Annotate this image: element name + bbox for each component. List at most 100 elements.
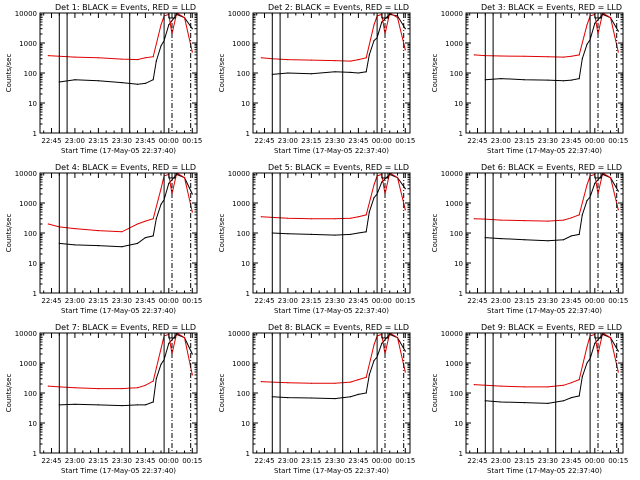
y-tick-label: 1 xyxy=(246,130,250,138)
data-point xyxy=(121,58,123,60)
x-axis-label: Start Time (17-May-05 22:37:40) xyxy=(487,307,602,315)
y-tick-label: 100 xyxy=(24,390,37,398)
x-axis-label: Start Time (17-May-05 22:37:40) xyxy=(274,147,389,155)
data-point xyxy=(334,218,336,220)
x-tick-label: 00:00 xyxy=(585,137,605,145)
data-point xyxy=(404,28,406,30)
data-point xyxy=(121,405,123,407)
data-point xyxy=(617,371,619,373)
data-point xyxy=(334,71,336,73)
data-point xyxy=(523,220,526,222)
x-tick-label: 00:15 xyxy=(395,297,415,305)
data-point xyxy=(160,363,162,365)
y-tick-label: 10000 xyxy=(441,330,463,338)
data-point xyxy=(357,232,359,234)
y-axis-label: Counts/sec xyxy=(431,374,439,413)
data-point xyxy=(570,217,573,219)
x-tick-label: 00:00 xyxy=(159,297,179,305)
x-tick-label: 00:00 xyxy=(585,457,605,465)
chart-panel-2: 1 10 100 1000 10000 22:45 23:00 23:15 23:30 23:45… xyxy=(218,3,415,155)
data-point xyxy=(365,231,367,233)
x-tick-label: 22:45 xyxy=(41,297,61,305)
x-tick-label: 22:45 xyxy=(41,137,61,145)
data-point xyxy=(365,392,367,394)
data-point xyxy=(334,382,336,384)
data-point xyxy=(310,382,312,384)
chart-panel-7: 1 10 100 1000 10000 22:45 23:00 23:15 23:30 23:45… xyxy=(5,323,202,475)
data-point xyxy=(136,83,139,85)
x-tick-label: 23:00 xyxy=(491,457,511,465)
lld-series-line xyxy=(474,13,619,58)
x-tick-label: 23:30 xyxy=(325,297,345,305)
x-tick-label: 23:30 xyxy=(325,457,345,465)
x-tick-label: 23:30 xyxy=(538,457,558,465)
data-point xyxy=(368,211,370,213)
chart-title: Det 4: BLACK = Events, RED = LLD xyxy=(55,163,196,172)
data-point xyxy=(547,79,549,81)
x-tick-label: 23:15 xyxy=(88,457,108,465)
chart-panel-6: 1 10 100 1000 10000 22:45 23:00 23:15 23:30 23:45… xyxy=(431,163,628,315)
data-point xyxy=(523,402,526,404)
data-point xyxy=(404,49,406,51)
plot-frame xyxy=(465,172,624,294)
x-tick-label: 00:00 xyxy=(159,457,179,465)
chart-title: Det 8: BLACK = Events, RED = LLD xyxy=(268,323,409,332)
x-tick-label: 23:15 xyxy=(88,297,108,305)
y-tick-label: 10 xyxy=(28,420,37,428)
plot-frame xyxy=(465,12,624,134)
data-point xyxy=(500,78,502,80)
data-point xyxy=(287,382,289,384)
data-point xyxy=(570,382,573,384)
data-point xyxy=(74,387,76,389)
data-point xyxy=(578,214,580,216)
data-point xyxy=(160,24,162,26)
data-point xyxy=(349,217,352,219)
data-point xyxy=(570,55,573,57)
y-tick-label: 10000 xyxy=(441,170,463,178)
data-point xyxy=(144,237,146,239)
y-tick-label: 1000 xyxy=(445,40,463,48)
data-point xyxy=(617,51,619,53)
y-tick-label: 10000 xyxy=(15,10,37,18)
x-tick-label: 23:45 xyxy=(348,297,368,305)
data-point xyxy=(121,388,123,390)
data-point xyxy=(586,24,588,26)
data-point xyxy=(500,219,502,221)
x-tick-label: 23:30 xyxy=(538,297,558,305)
data-point xyxy=(310,59,312,61)
x-tick-label: 23:15 xyxy=(514,137,534,145)
data-point xyxy=(500,238,502,240)
data-point xyxy=(183,17,186,19)
x-tick-label: 00:15 xyxy=(182,457,202,465)
y-tick-label: 1 xyxy=(246,290,250,298)
lld-series-line xyxy=(474,173,619,222)
y-axis-label: Counts/sec xyxy=(431,54,439,93)
x-tick-label: 23:00 xyxy=(491,297,511,305)
data-point xyxy=(586,200,588,202)
data-point xyxy=(570,397,573,399)
data-point xyxy=(473,384,475,386)
y-tick-label: 10 xyxy=(454,100,463,108)
y-tick-label: 100 xyxy=(24,230,37,238)
data-point xyxy=(121,82,123,84)
x-tick-label: 00:15 xyxy=(608,297,628,305)
data-point xyxy=(160,45,162,47)
x-tick-label: 23:45 xyxy=(135,457,155,465)
data-point xyxy=(562,219,565,221)
data-point xyxy=(368,374,370,376)
data-point xyxy=(609,337,612,339)
x-tick-label: 23:15 xyxy=(514,297,534,305)
data-point xyxy=(581,376,583,378)
x-tick-label: 23:45 xyxy=(135,297,155,305)
data-point xyxy=(547,240,549,242)
y-tick-label: 10000 xyxy=(15,330,37,338)
data-point xyxy=(368,54,370,56)
data-point xyxy=(562,239,565,241)
x-tick-label: 22:45 xyxy=(467,457,487,465)
data-point xyxy=(136,242,139,244)
data-point xyxy=(381,181,383,183)
data-point xyxy=(373,360,375,362)
data-point xyxy=(381,21,383,23)
data-point xyxy=(74,79,76,81)
y-tick-label: 1000 xyxy=(232,360,250,368)
